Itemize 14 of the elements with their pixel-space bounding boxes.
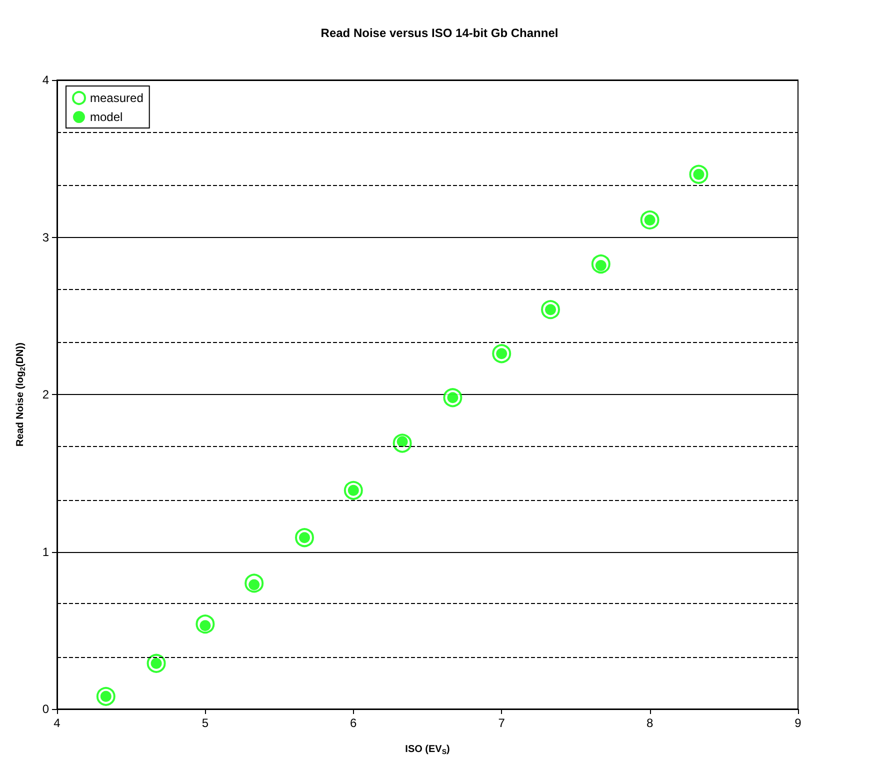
x-tick-label: 8 — [646, 716, 654, 730]
y-tick-label: 0 — [42, 702, 50, 716]
legend-label: model — [90, 110, 123, 124]
x-tick-label: 5 — [202, 716, 209, 730]
x-tick-label: 9 — [794, 716, 802, 730]
y-tick-label: 1 — [42, 544, 50, 559]
x-tick-label: 4 — [54, 716, 61, 730]
y-tick-label: 2 — [42, 388, 50, 402]
x-tick-label: 7 — [498, 716, 506, 730]
legend-label: measured — [90, 91, 144, 105]
y-tick-label: 3 — [42, 230, 50, 244]
y-tick-label: 4 — [42, 73, 50, 87]
chart-title: Read Noise versus ISO 14-bit Gb Channel — [320, 26, 558, 40]
x-tick-label: 6 — [350, 716, 358, 730]
